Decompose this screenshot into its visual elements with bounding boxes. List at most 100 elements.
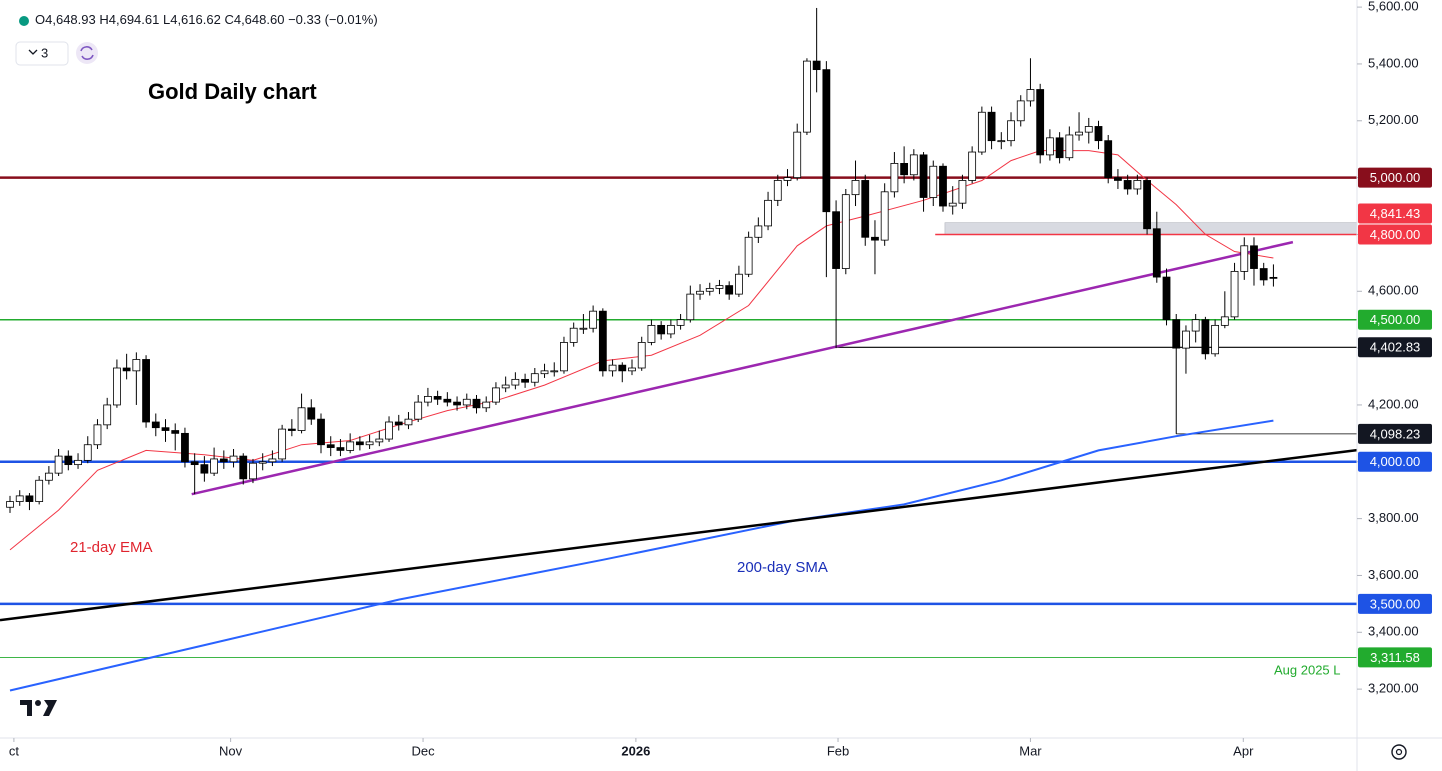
level-label-bg (1358, 593, 1432, 614)
candle-body (482, 401, 491, 409)
chart-title: Gold Daily chart (148, 79, 317, 104)
candle-body (365, 441, 374, 446)
candle-body (278, 428, 287, 460)
candle-body (1114, 177, 1122, 181)
candle-body (1191, 319, 1200, 332)
x-tick-label: Dec (411, 743, 435, 758)
candle-body (1065, 134, 1074, 159)
candle-body (83, 444, 92, 461)
candle-body (521, 378, 529, 383)
candle-body (647, 324, 656, 343)
plot-area (0, 7, 1358, 692)
candle-body (569, 327, 578, 343)
level-label: 4,402.83 (1370, 340, 1421, 355)
level-label-bg (1358, 451, 1432, 472)
candle-body (35, 479, 44, 502)
candle-body (151, 421, 160, 429)
candle-body (181, 432, 189, 463)
chevron (28, 49, 38, 55)
candle-body (744, 236, 753, 275)
candle-body (239, 455, 248, 480)
candle-body (258, 461, 267, 464)
y-tick-label: 3,400.00 (1368, 624, 1419, 639)
candle-body (628, 367, 636, 372)
settings-icon-core (1395, 748, 1403, 756)
candle-body (871, 236, 879, 241)
y-tick-label: 3,200.00 (1368, 681, 1419, 696)
candle-body (880, 191, 889, 241)
candle-body (929, 165, 938, 198)
candle-body (394, 421, 403, 426)
candle-body (132, 359, 141, 372)
candle-body (1162, 276, 1171, 321)
level-label: 3,311.58 (1370, 650, 1420, 665)
candle-body (977, 111, 986, 153)
candle-body (472, 398, 481, 409)
candle-body (1143, 180, 1151, 230)
candle-body (355, 441, 364, 446)
trendline (0, 448, 1358, 622)
ohlc-value: 4,694.61 (109, 12, 160, 27)
candle-body (783, 177, 792, 181)
candle-body (1075, 131, 1083, 136)
refresh-button[interactable] (76, 42, 98, 64)
candle-body (705, 288, 714, 292)
candle-body (424, 396, 432, 403)
candle-body (1084, 126, 1093, 133)
candle-body (15, 495, 24, 502)
level-label-bg (1358, 309, 1432, 330)
candle-body (219, 458, 228, 463)
settings-icon[interactable] (1391, 744, 1407, 760)
candle-body (803, 60, 811, 133)
candle-body (1094, 126, 1103, 142)
level-label-bg (1358, 224, 1432, 245)
level-label-bg (1358, 167, 1432, 188)
candle-body (725, 285, 734, 295)
candle-body (1026, 89, 1035, 102)
candle-body (210, 458, 218, 474)
candle-body (919, 154, 928, 198)
candle-body (443, 398, 452, 403)
candle-body (715, 285, 724, 289)
candle-body (764, 199, 772, 227)
candle-body (54, 455, 63, 474)
candle-body (74, 459, 82, 466)
settings-button[interactable] (1391, 744, 1407, 760)
candle-body (637, 342, 646, 369)
level-label-bg (1358, 203, 1432, 224)
candle-body (375, 438, 384, 443)
dropdown[interactable] (15, 41, 69, 66)
candle-body (598, 310, 607, 372)
y-tick-label: 3,800.00 (1368, 510, 1419, 525)
candle-body (317, 418, 325, 446)
candle-body (326, 444, 335, 448)
level-label: 5,000.00 (1370, 170, 1421, 185)
candle-body (773, 180, 782, 201)
y-tick-label: 5,400.00 (1368, 55, 1419, 70)
candle-body (414, 401, 423, 420)
ohlc-key: O (35, 12, 45, 27)
indicator-toggle[interactable]: 3 (15, 41, 69, 66)
level-label: 4,500.00 (1370, 312, 1421, 327)
candle-body (249, 462, 257, 480)
candle-body (530, 373, 539, 383)
trendline (191, 240, 1294, 496)
ohlc-value: 4,616.62 (170, 12, 221, 27)
logo-part (43, 700, 57, 716)
indicator-count: 3 (41, 45, 48, 60)
candle-body (1133, 180, 1142, 190)
candle-body (851, 180, 860, 196)
candle-body (453, 401, 461, 406)
candle-body (1007, 120, 1015, 142)
ohlc-key: H (99, 12, 108, 27)
refresh-bg[interactable] (76, 42, 98, 64)
candle-body (1172, 319, 1181, 349)
candle-body (44, 472, 53, 481)
ohlc-key: L (163, 12, 170, 27)
level-label: 3,500.00 (1370, 596, 1421, 611)
candle-body (997, 140, 1006, 143)
candle-body (64, 455, 73, 466)
candle-body (676, 319, 685, 326)
